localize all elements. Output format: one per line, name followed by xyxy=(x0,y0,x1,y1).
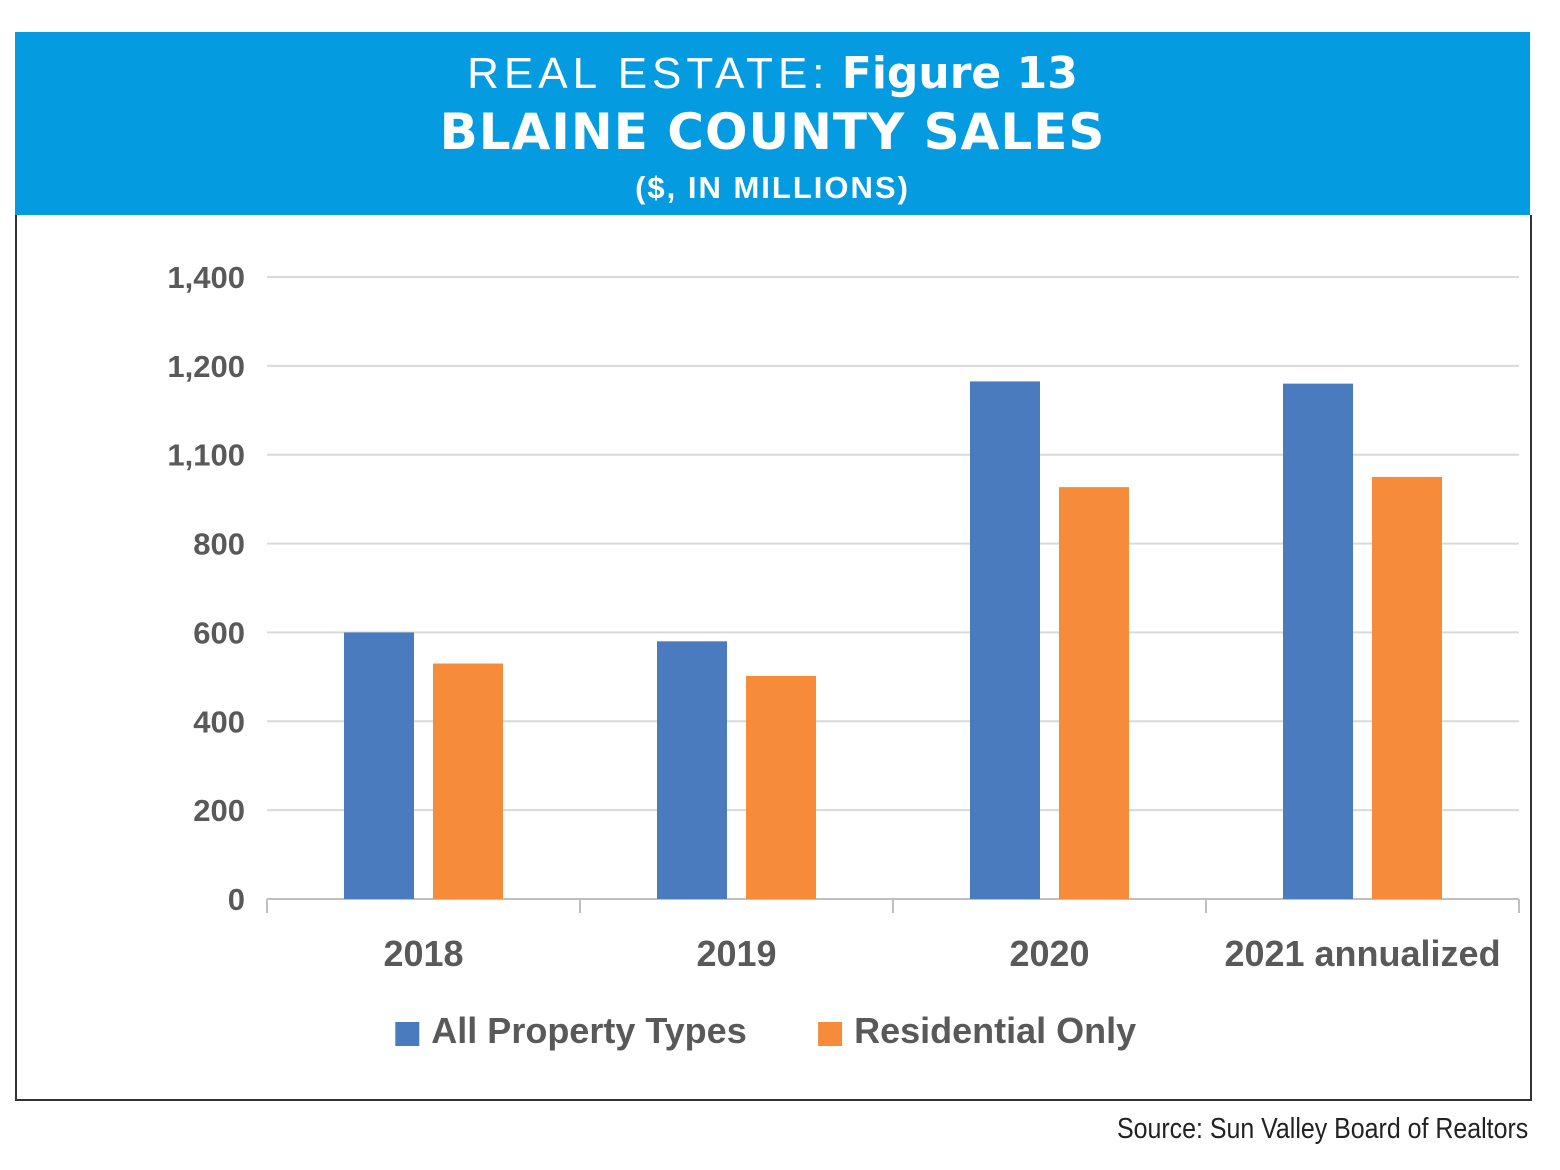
bar xyxy=(344,632,414,899)
x-category-label: 2019 xyxy=(696,933,776,974)
x-category-label: 2021 annualized xyxy=(1224,933,1500,974)
bar xyxy=(970,381,1040,899)
header-banner: REAL ESTATE: Figure 13 BLAINE COUNTY SAL… xyxy=(15,32,1530,216)
bar xyxy=(1372,476,1442,899)
chart-frame: 0 200 400 600 800 1,100 1,200 1,400 2018 2019 2020… xyxy=(15,215,1532,1101)
y-tick-label: 400 xyxy=(193,704,245,739)
source-note: Source: Sun Valley Board of Realtors xyxy=(1116,1113,1528,1145)
bar xyxy=(657,641,727,899)
y-tick-label: 600 xyxy=(193,615,245,650)
figure-number: Figure 13 xyxy=(841,48,1078,99)
y-tick-label: 1,200 xyxy=(167,349,245,384)
x-category-label: 2020 xyxy=(1009,933,1089,974)
x-category-label: 2018 xyxy=(383,933,463,974)
legend-label: Residential Only xyxy=(854,1010,1136,1051)
y-tick-label: 800 xyxy=(193,527,245,562)
legend-label: All Property Types xyxy=(431,1010,746,1051)
chart-subtitle: ($, IN MILLIONS) xyxy=(635,170,910,205)
bar xyxy=(433,663,503,899)
legend-swatch xyxy=(395,1022,420,1046)
chart-title: BLAINE COUNTY SALES xyxy=(439,103,1106,161)
bar-chart: 0 200 400 600 800 1,100 1,200 1,400 2018 2019 2020… xyxy=(167,260,1520,1051)
bar xyxy=(1059,487,1129,899)
header-kicker-line: REAL ESTATE: Figure 13 xyxy=(15,50,1530,98)
legend-swatch xyxy=(818,1022,843,1046)
bar xyxy=(746,675,816,899)
y-tick-label: 1,400 xyxy=(167,260,245,295)
header-kicker: REAL ESTATE: xyxy=(467,49,830,98)
y-tick-label: 1,100 xyxy=(167,438,245,473)
y-tick-label: 200 xyxy=(193,793,245,828)
bar xyxy=(1283,383,1353,900)
y-tick-label: 0 xyxy=(228,882,245,917)
